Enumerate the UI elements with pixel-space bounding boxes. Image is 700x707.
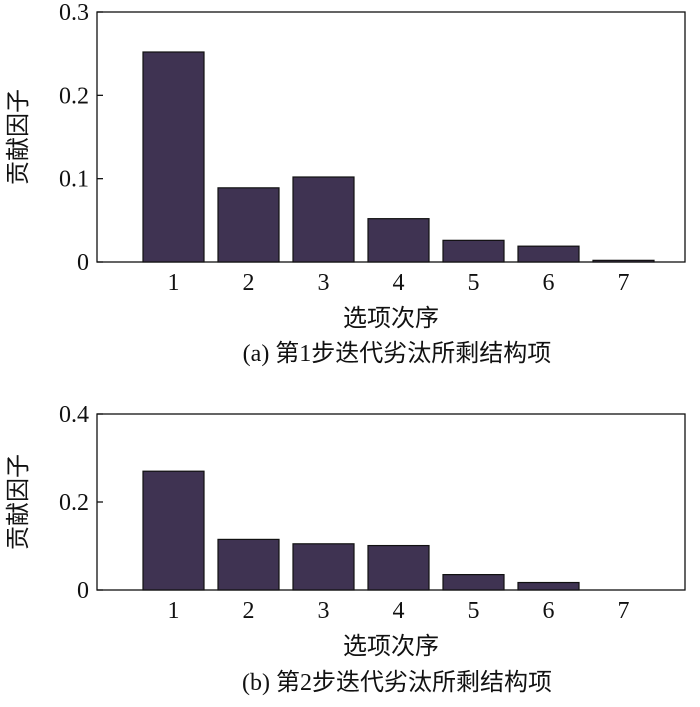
bar-6 [517,581,580,591]
chart-caption: (a) 第1步迭代劣汰所剩结构项 [243,340,552,367]
x-tick-label: 4 [393,598,405,624]
bar-3 [292,176,355,263]
bar-5 [442,573,505,591]
bar-1 [142,51,205,263]
bar-2 [217,187,280,263]
x-tick-label: 1 [168,598,180,624]
x-tick-label: 3 [318,270,330,296]
bar-4 [367,218,430,263]
y-tick-label: 0 [77,578,89,604]
bar-4 [367,544,430,591]
bar-3 [292,543,355,591]
y-tick-label: 0 [77,250,89,276]
chart-panel-b: 0 0.2 0.4 1 2 3 4 5 6 7 选项次序 贡献因子 (b) 第2步迭代劣汰所剩结构项 [5,402,686,696]
bar-1 [142,470,205,591]
x-tick-label: 2 [243,598,255,624]
x-tick-label: 6 [543,598,555,624]
x-axis-label: 选项次序 [343,305,439,332]
y-tick-label: 0.2 [59,490,89,516]
chart-caption: (b) 第2步迭代劣汰所剩结构项 [242,669,552,696]
chart-panel-a: 0 0.1 0.2 0.3 1 2 3 4 5 6 7 选项次序 贡献因子 (a) 第1步迭代劣汰所剩结构… [5,0,686,367]
y-tick-label: 0.1 [59,167,89,193]
x-tick-label: 4 [393,270,405,296]
x-tick-label: 7 [618,270,630,296]
y-axis-label: 贡献因子 [5,454,32,550]
y-tick-label: 0.3 [59,0,89,26]
x-axis-label: 选项次序 [343,633,439,660]
bar-2 [217,538,280,591]
y-axis-label: 贡献因子 [5,89,32,185]
x-tick-label: 2 [243,270,255,296]
x-tick-label: 5 [468,270,480,296]
x-tick-label: 1 [168,270,180,296]
bar-7 [592,259,655,263]
x-tick-label: 3 [318,598,330,624]
bar-5 [442,239,505,263]
x-tick-label: 6 [543,270,555,296]
y-tick-label: 0.4 [59,402,89,428]
y-tick-label: 0.2 [59,83,89,109]
bar-6 [517,245,580,263]
x-tick-label: 5 [468,598,480,624]
x-tick-label: 7 [618,598,630,624]
